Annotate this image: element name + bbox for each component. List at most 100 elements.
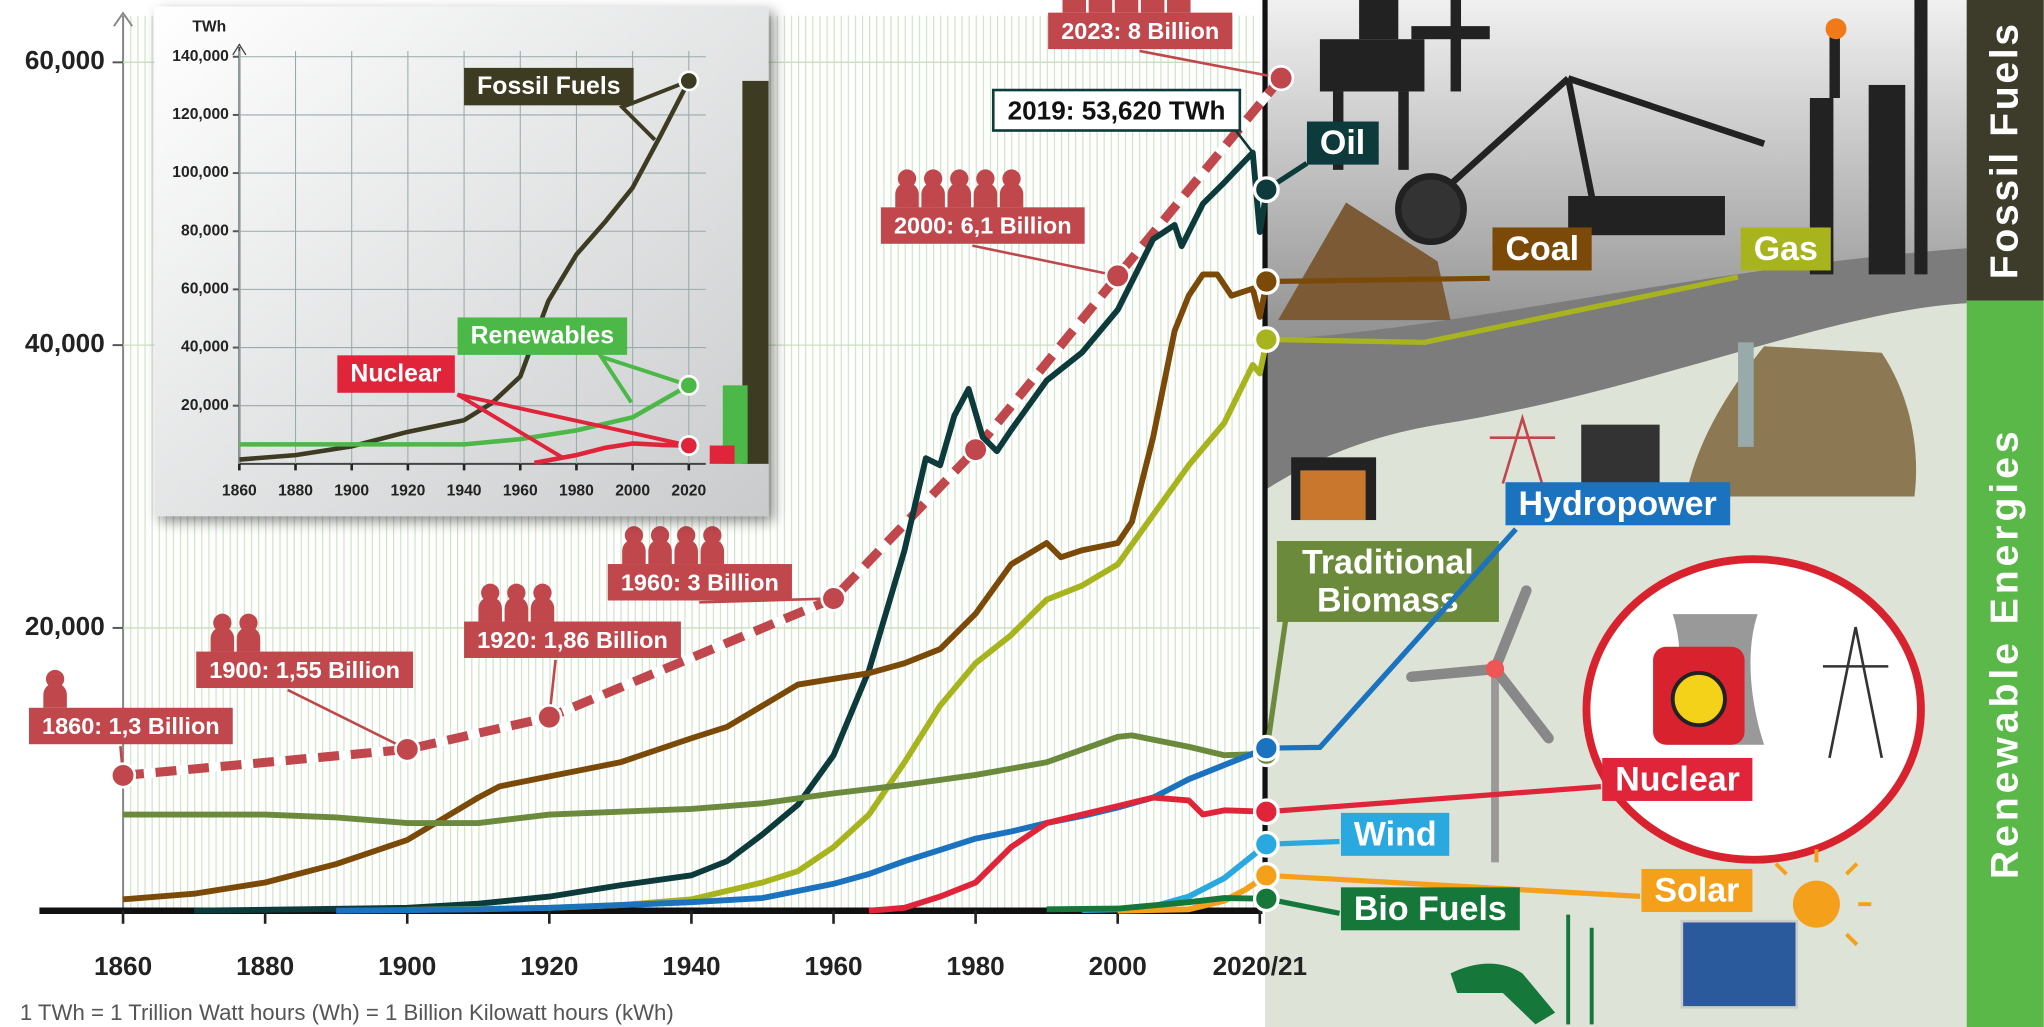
end-marker <box>1255 800 1279 824</box>
end-marker <box>680 72 698 90</box>
series-label-box: Oil <box>1307 122 1647 227</box>
person-icon <box>648 539 672 564</box>
x-tick-label: 1900 <box>378 951 436 981</box>
population-point <box>538 705 562 729</box>
leader-line <box>1266 278 1489 281</box>
population-point <box>1269 66 1293 90</box>
x-tick-label: 1900 <box>334 482 369 499</box>
x-tick-label: 1980 <box>947 951 1005 981</box>
person-icon <box>1089 0 1113 13</box>
inset-chart: TWh 20,00040,00060,00080,000100,000120,0… <box>154 7 768 517</box>
y-tick-label: 120,000 <box>172 106 229 123</box>
end-marker <box>680 376 698 394</box>
x-tick-label: 1920 <box>520 951 578 981</box>
series-label: Bio Fuels <box>1341 887 1520 930</box>
footnote: 1 TWh = 1 Trillion Watt hours (Wh) = 1 B… <box>20 1000 674 1025</box>
total-bar <box>710 446 735 464</box>
person-icon <box>895 183 919 208</box>
x-tick-label: 1940 <box>662 951 720 981</box>
population-point <box>822 587 846 611</box>
biomass-fire <box>1300 470 1365 520</box>
annotation: 2019: 53,620 TWh <box>1008 95 1226 125</box>
series-label-box: Solar <box>1641 869 1981 974</box>
person-icon <box>505 597 529 622</box>
person-icon <box>1167 0 1191 13</box>
person-icon <box>531 597 555 622</box>
y-tick-label: 20,000 <box>181 397 229 414</box>
person-icon <box>237 627 261 652</box>
series-label: Fossil Fuels <box>477 73 620 100</box>
y-tick-label: 20,000 <box>25 611 105 641</box>
x-tick-label: 2000 <box>615 482 650 499</box>
y-tick-label: 40,000 <box>181 339 229 356</box>
series-label: Nuclear <box>1602 758 1753 801</box>
x-tick-label: 2000 <box>1089 951 1147 981</box>
inset-bg <box>154 7 768 517</box>
person-icon <box>622 539 646 564</box>
person-icon <box>1141 0 1165 13</box>
end-marker <box>1255 887 1279 911</box>
y-tick-label: 60,000 <box>25 45 105 75</box>
x-tick-label: 1860 <box>94 951 152 981</box>
person-icon <box>1063 0 1087 13</box>
power-house <box>1581 425 1659 484</box>
x-tick-label: 1860 <box>222 482 257 499</box>
population-point <box>1106 264 1130 288</box>
series-label: Gas <box>1741 227 1831 270</box>
population-label: 1960: 3 Billion <box>621 569 779 595</box>
person-icon <box>948 183 972 208</box>
person-icon <box>478 597 502 622</box>
series-label: Wind <box>1341 813 1450 856</box>
person-icon <box>211 627 235 652</box>
y-tick-label: 60,000 <box>181 281 229 298</box>
series-label-box: Hydropower <box>1505 482 1845 587</box>
population-label: 1900: 1,55 Billion <box>209 657 400 683</box>
inset-unit: TWh <box>192 19 226 36</box>
population-label: 2023: 8 Billion <box>1061 18 1219 44</box>
x-tick-label: 1980 <box>559 482 594 499</box>
x-tick-label: 2020 <box>671 482 706 499</box>
page: {"chart_data":[ {"type":"line", "xlim":[… <box>0 0 2044 1027</box>
series-label: Nuclear <box>350 361 441 388</box>
person-icon <box>43 683 67 708</box>
person-icon <box>701 539 725 564</box>
population-point <box>395 738 419 762</box>
x-tick-label: 1960 <box>804 951 862 981</box>
infographic: 20,000 40,000 60,000 1860 1880 1900 1920 1940 19… <box>0 0 2044 1027</box>
x-tick-label: 1960 <box>503 482 538 499</box>
person-icon <box>1115 0 1139 13</box>
series-label: Coal <box>1492 227 1592 270</box>
end-marker <box>1255 328 1279 352</box>
group-label: Fossil Fuels <box>1984 21 2027 279</box>
population-point <box>111 764 135 788</box>
end-marker <box>1255 178 1279 202</box>
end-marker <box>1255 736 1279 760</box>
population-label: 1860: 1,3 Billion <box>42 713 220 739</box>
x-tick-label: 1880 <box>278 482 313 499</box>
radiation-symbol <box>1673 673 1725 725</box>
population-label: 2000: 6,1 Billion <box>894 213 1072 239</box>
series-label: Hydropower <box>1505 482 1729 525</box>
end-marker <box>1255 270 1279 294</box>
flare <box>1826 18 1847 39</box>
x-tick-label: 2020/21 <box>1213 951 1307 981</box>
series-label-box: Bio Fuels <box>1341 887 1681 992</box>
group-label: Renewable Energies <box>1984 427 2027 879</box>
y-tick-label: 80,000 <box>181 222 229 239</box>
person-icon <box>674 539 698 564</box>
end-marker <box>1255 864 1279 888</box>
person-icon <box>921 183 945 208</box>
x-tick-label: 1920 <box>390 482 425 499</box>
series-label: Renewables <box>471 323 614 350</box>
end-marker <box>680 436 698 454</box>
end-marker <box>1255 832 1279 856</box>
x-tick-label: 1880 <box>236 951 294 981</box>
y-tick-label: 40,000 <box>25 328 105 358</box>
dam <box>1738 342 1754 447</box>
person-icon <box>1000 183 1024 208</box>
y-tick-label: 140,000 <box>172 48 229 65</box>
person-icon <box>974 183 998 208</box>
x-tick-label: 1940 <box>447 482 482 499</box>
population-label: 1920: 1,86 Billion <box>477 627 668 653</box>
series-label: Oil <box>1307 122 1378 165</box>
